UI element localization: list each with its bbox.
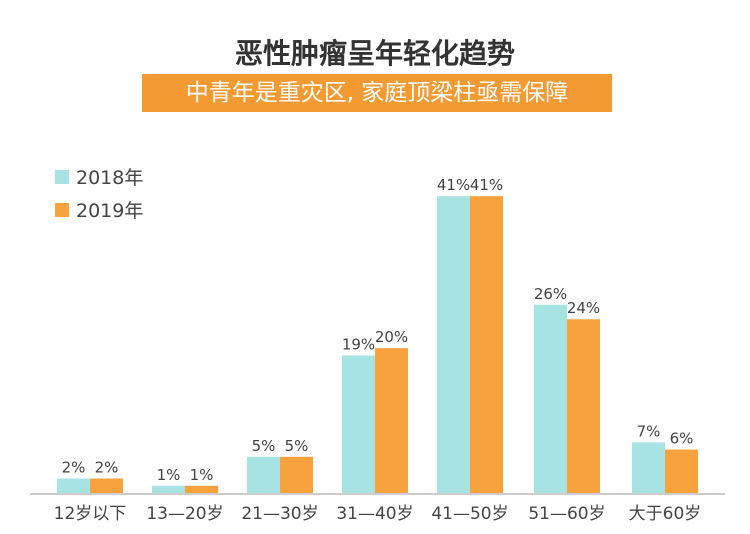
x-tick-label: 41—50岁	[431, 504, 508, 524]
data-label: 41%	[470, 176, 503, 194]
x-tick-label: 12岁以下	[54, 504, 127, 524]
bar-2019年-12岁以下	[90, 478, 123, 493]
legend-swatch	[55, 203, 69, 217]
data-label: 1%	[157, 466, 181, 484]
legend-swatch	[55, 170, 69, 184]
bar-2018年-41—50岁	[437, 196, 470, 493]
bar-2018年-大于60岁	[632, 442, 665, 493]
data-label: 5%	[285, 437, 309, 455]
bar-2018年-13—20岁	[152, 485, 185, 493]
bar-2018年-31—40岁	[342, 355, 375, 493]
bar-2018年-12岁以下	[57, 478, 90, 493]
data-label: 26%	[534, 285, 567, 303]
data-label: 2%	[95, 459, 119, 477]
x-tick-label: 31—40岁	[336, 504, 413, 524]
data-label: 20%	[375, 328, 408, 346]
data-label: 5%	[252, 437, 276, 455]
data-label: 24%	[567, 299, 600, 317]
legend-label: 2018年	[76, 167, 143, 189]
x-tick-label: 大于60岁	[629, 504, 702, 524]
bar-2018年-51—60岁	[534, 304, 567, 493]
bar-2019年-51—60岁	[567, 319, 600, 493]
data-label: 41%	[437, 176, 470, 194]
data-label: 1%	[190, 466, 214, 484]
x-tick-label: 21—30岁	[241, 504, 318, 524]
x-tick-label: 13—20岁	[146, 504, 223, 524]
bar-2019年-41—50岁	[470, 196, 503, 493]
legend-label: 2019年	[76, 200, 143, 222]
chart-title: 恶性肿瘤呈年轻化趋势	[234, 37, 515, 70]
bar-2019年-大于60岁	[665, 449, 698, 493]
data-label: 7%	[637, 422, 661, 440]
bar-2018年-21—30岁	[247, 456, 280, 493]
data-label: 6%	[670, 430, 694, 448]
data-label: 19%	[342, 335, 375, 353]
bar-2019年-31—40岁	[375, 348, 408, 493]
bar-2019年-13—20岁	[185, 485, 218, 493]
bar-2019年-21—30岁	[280, 456, 313, 493]
x-tick-label: 51—60岁	[528, 504, 605, 524]
data-label: 2%	[62, 459, 86, 477]
chart-subtitle: 中青年是重灾区, 家庭顶梁柱亟需保障	[142, 74, 612, 112]
